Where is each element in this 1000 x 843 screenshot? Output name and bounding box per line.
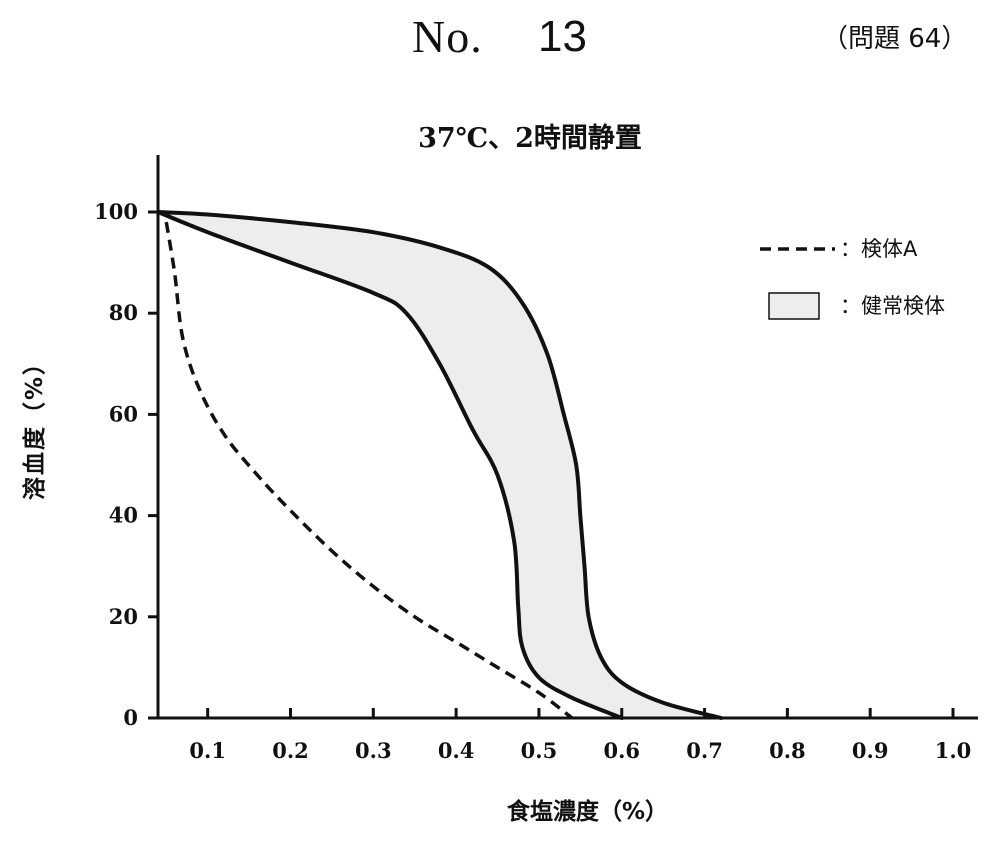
axes-layer: 0 20 40 60 80 100 0.1 0.2 0.3 0.4 0.5 0.6 0.7 0.8 0.9 1…: [94, 155, 978, 763]
normal-band-layer: [158, 212, 722, 718]
x-tick-label: 0.8: [769, 738, 806, 763]
chart-title: 37℃、2時間静置: [418, 123, 642, 154]
x-tick-label: 0.6: [603, 738, 640, 763]
legend-sample-a-label: ：検体A: [840, 237, 918, 261]
x-tick-label: 0.7: [686, 738, 723, 763]
sample-a-line: [164, 221, 574, 720]
x-tick-label: 1.0: [935, 738, 972, 763]
x-tick-label: 0.2: [272, 738, 309, 763]
header-no-number: 13: [538, 12, 587, 61]
y-tick-label: 60: [109, 401, 138, 426]
series-line-layer: [156, 210, 724, 720]
x-tick-label: 0.9: [852, 738, 889, 763]
normal-band-lower-line: [156, 210, 624, 720]
y-tick-label: 100: [94, 199, 138, 224]
question-reference: （問題 64）: [822, 24, 968, 54]
legend-layer: ：検体A ：健常検体: [760, 237, 945, 320]
y-tick-label: 40: [109, 503, 138, 528]
x-tick-label: 0.5: [521, 738, 558, 763]
y-tick-label: 0: [123, 705, 138, 730]
y-tick-label: 80: [109, 300, 138, 325]
legend-normal-label: ：健常検体: [840, 294, 945, 318]
x-tick-label: 0.3: [355, 738, 392, 763]
x-tick-label: 0.4: [438, 738, 475, 763]
legend-normal-swatch: [768, 292, 820, 320]
x-tick-label: 0.1: [189, 738, 226, 763]
x-axis-label: 食塩濃度（%）: [506, 799, 669, 825]
y-tick-label: 20: [109, 604, 138, 629]
normal-band-upper-line: [156, 210, 724, 720]
normal-band-fill: [158, 212, 722, 718]
header-no-label: No.: [412, 11, 483, 62]
